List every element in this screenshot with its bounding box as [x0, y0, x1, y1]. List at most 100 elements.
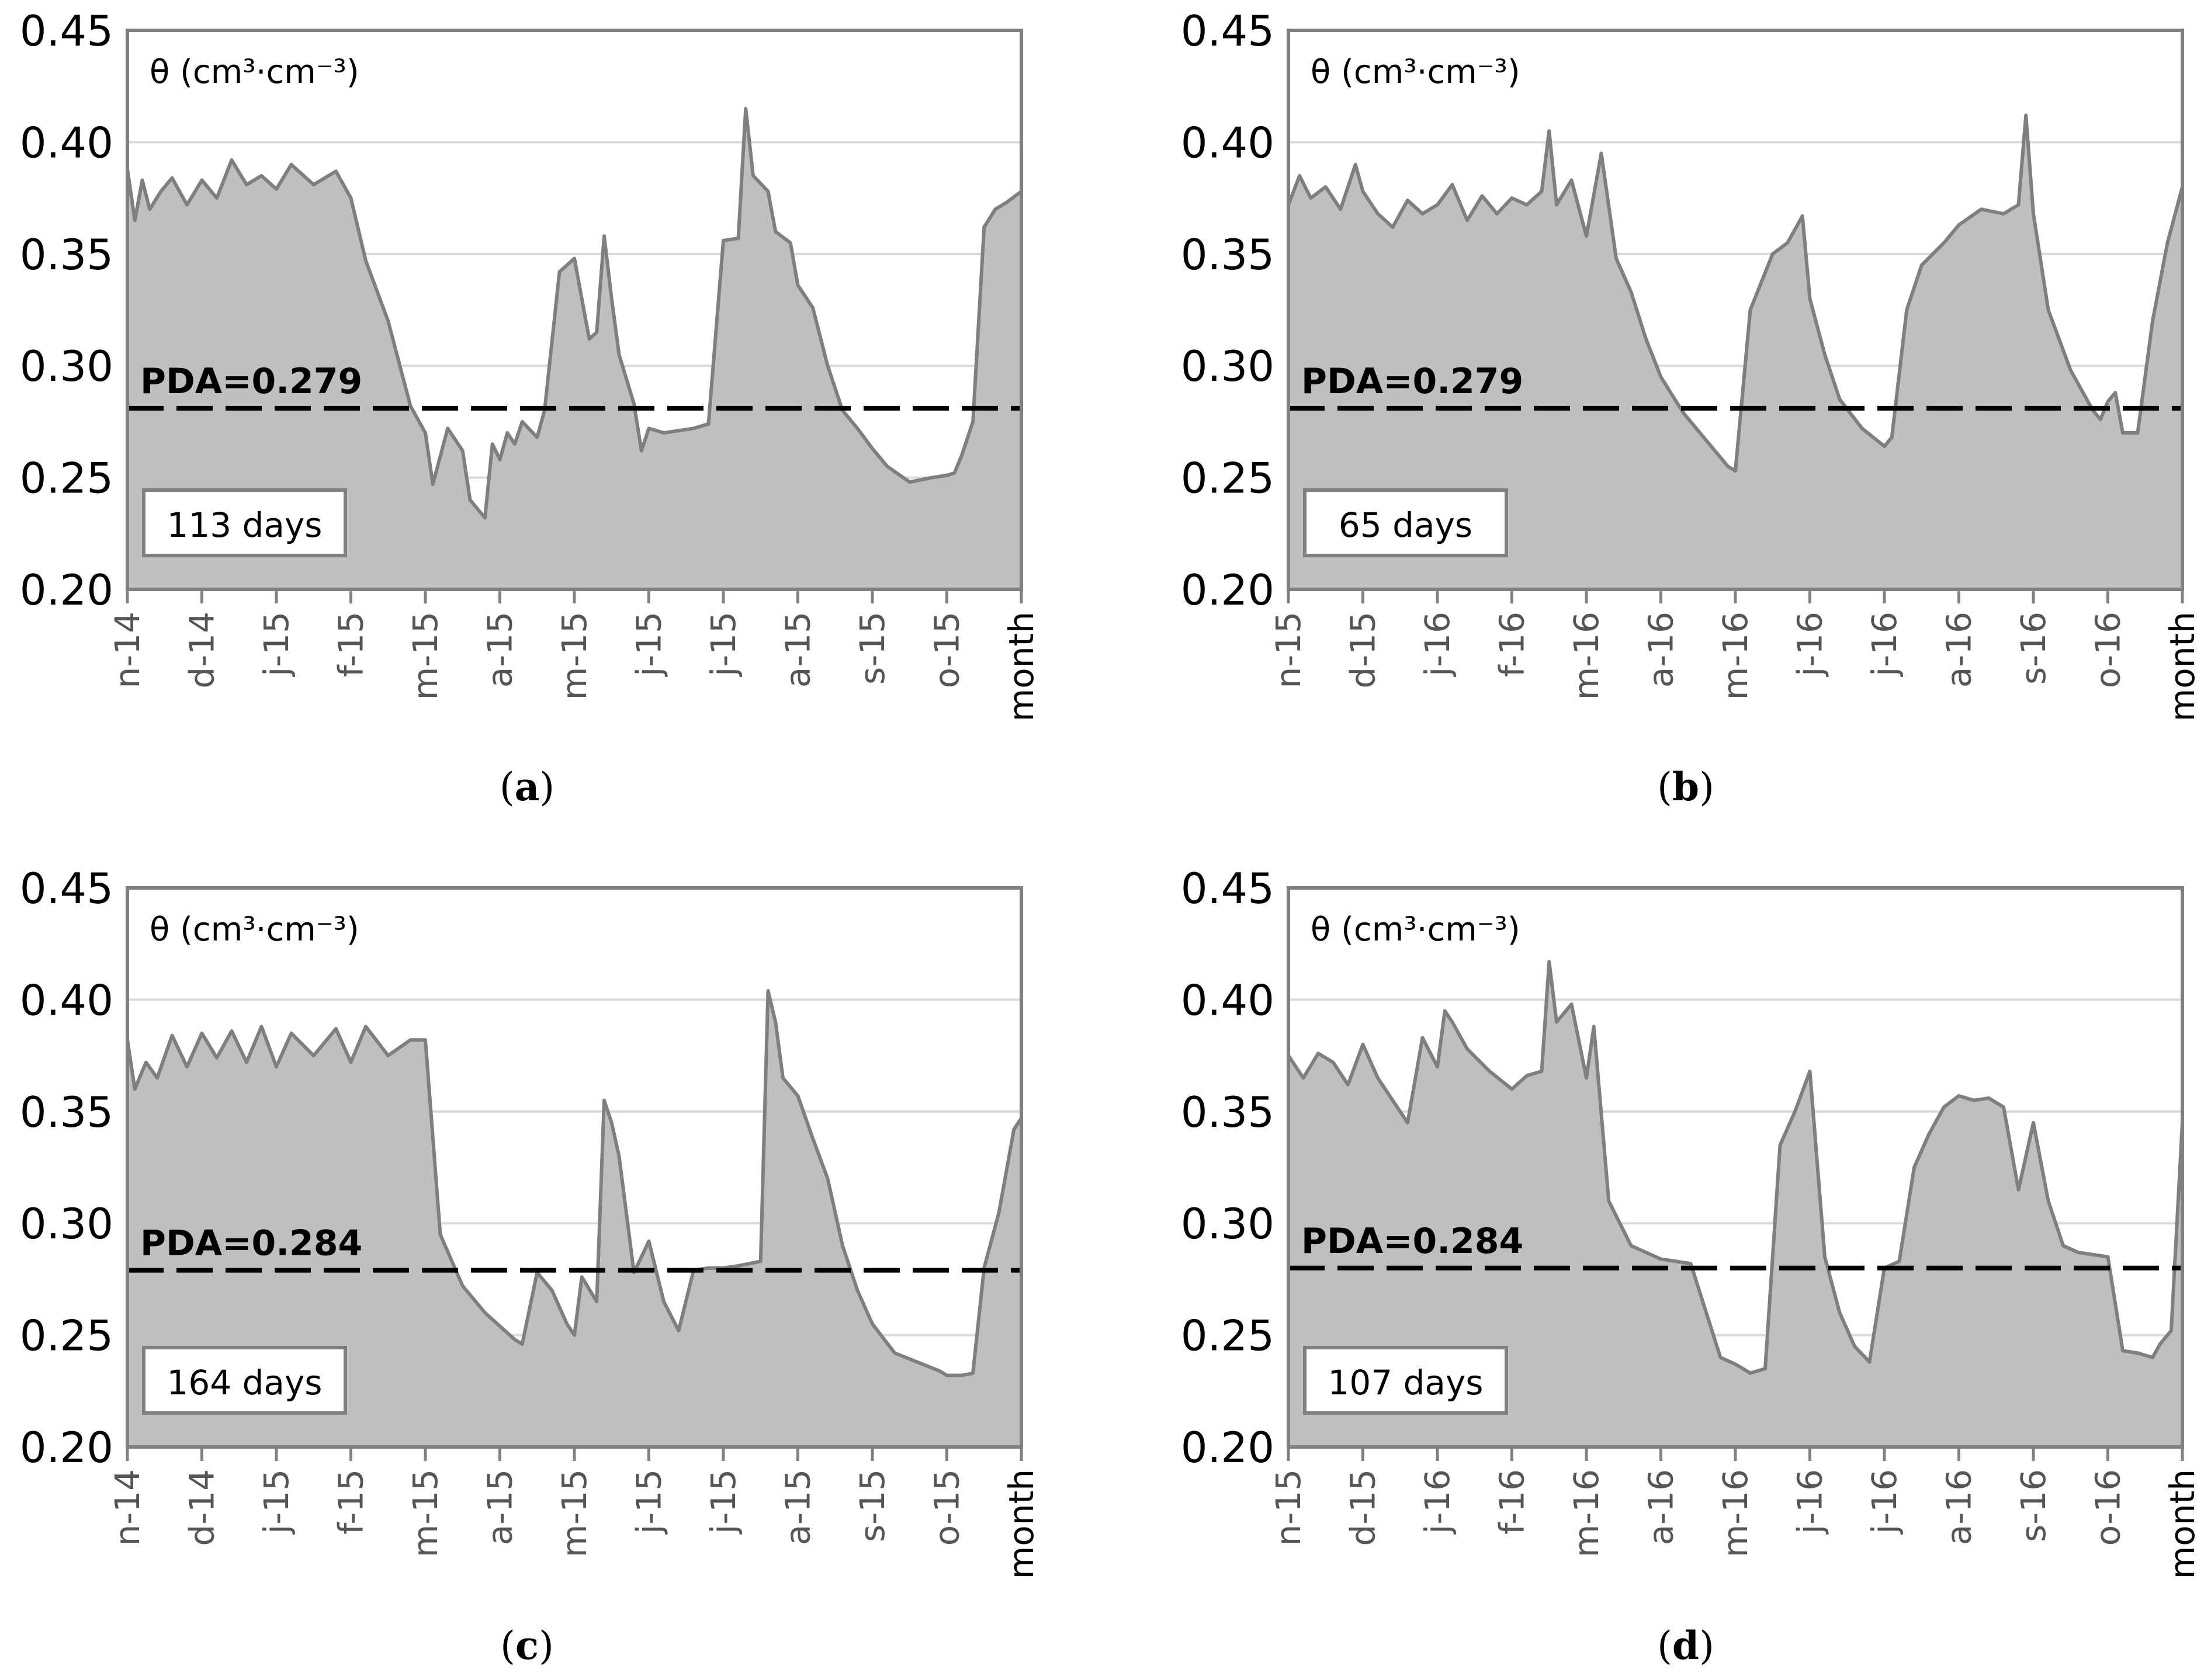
days-box [1303, 1346, 1508, 1415]
x-tick-label: s-15 [852, 1469, 892, 1542]
x-tick-label: j-16 [1790, 1469, 1830, 1535]
y-tick-label: 0.45 [1181, 6, 1274, 55]
x-tick-label: j-15 [629, 612, 669, 678]
x-tick-label: m-16 [1567, 1469, 1606, 1557]
y-tick-label: 0.25 [20, 454, 113, 503]
x-tick-label: f-16 [1492, 1469, 1532, 1535]
y-tick-label: 0.25 [1181, 1311, 1274, 1360]
x-tick-label: a-15 [778, 612, 818, 688]
x-tick-label: d-14 [182, 1469, 222, 1546]
y-tick-label: 0.40 [20, 976, 113, 1025]
days-box [142, 1346, 347, 1415]
x-tick-label: f-15 [331, 1469, 371, 1535]
x-tick-label: j-16 [1865, 612, 1904, 678]
y-tick-label: 0.35 [1181, 230, 1274, 279]
x-tick-label: m-15 [555, 1469, 594, 1557]
soil-moisture-area [1288, 962, 2182, 1447]
y-axis-label: θ (cm³·cm⁻³) [1311, 53, 1520, 91]
x-tick-label: a-16 [1939, 612, 1979, 688]
y-tick-label: 0.20 [1181, 1423, 1274, 1472]
soil-moisture-line [1287, 113, 2184, 473]
y-tick-label: 0.20 [20, 1423, 113, 1472]
y-axis-label: θ (cm³·cm⁻³) [1311, 911, 1520, 949]
y-axis-label: θ (cm³·cm⁻³) [150, 53, 359, 91]
panel-d: PDA=0.284 θ (cm³·cm⁻³) 107 days 0.20 0.25 0.3… [1181, 864, 2202, 1668]
x-tick-label: m-16 [1716, 612, 1755, 700]
panel-c: PDA=0.284 θ (cm³·cm⁻³) 164 days 0.20 0.25 0.3… [20, 864, 1041, 1668]
pda-label: PDA=0.279 [1301, 361, 1523, 402]
x-tick-label: o-15 [927, 1469, 967, 1546]
x-tick-label: j-16 [1418, 612, 1457, 678]
x-tick-label: d-14 [182, 612, 222, 689]
panel-caption: (d) [1657, 1623, 1714, 1668]
pda-label: PDA=0.284 [140, 1223, 362, 1264]
panel-b: PDA=0.279 θ (cm³·cm⁻³) 65 days 0.20 0.25 0.30… [1181, 6, 2202, 810]
x-tick-label: a-16 [1939, 1469, 1979, 1545]
panel-a: PDA=0.279 θ (cm³·cm⁻³) 113 days 0.20 0.25 0.3… [20, 6, 1041, 810]
soil-moisture-line [126, 106, 1023, 520]
x-tick-label: f-15 [331, 612, 371, 677]
x-axis-label: month [1001, 1469, 1041, 1579]
days-label: 113 days [167, 505, 322, 545]
x-tick-label: m-15 [406, 612, 445, 700]
days-label: 164 days [167, 1363, 322, 1403]
days-box [1303, 488, 1508, 557]
x-tick-label: d-15 [1343, 612, 1383, 689]
panel-caption: (c) [500, 1623, 554, 1668]
y-tick-label: 0.45 [20, 6, 113, 55]
x-tick-label: j-15 [704, 1469, 743, 1535]
y-tick-label: 0.30 [20, 342, 113, 391]
y-tick-label: 0.35 [20, 1088, 113, 1137]
x-tick-label: j-16 [1865, 1469, 1904, 1535]
x-tick-label: a-15 [480, 612, 520, 688]
x-tick-label: s-16 [2014, 1469, 2053, 1542]
x-tick-label: n-14 [108, 612, 147, 689]
x-tick-label: o-16 [2088, 1469, 2128, 1546]
soil-moisture-area [127, 991, 1021, 1447]
x-axis-label: month [2163, 1469, 2202, 1579]
soil-moisture-line [1287, 960, 2184, 1375]
x-tick-label: d-15 [1343, 1469, 1383, 1546]
pda-label: PDA=0.284 [1301, 1221, 1523, 1262]
x-tick-label: s-15 [852, 612, 892, 685]
x-tick-label: j-15 [257, 1469, 296, 1535]
y-tick-label: 0.20 [1181, 565, 1274, 615]
soil-moisture-area [1288, 115, 2182, 590]
y-tick-label: 0.30 [1181, 342, 1274, 391]
panel-caption: (a) [500, 764, 555, 810]
x-tick-label: m-15 [406, 1469, 445, 1557]
x-tick-label: o-15 [927, 612, 967, 688]
y-tick-label: 0.30 [20, 1199, 113, 1248]
x-tick-label: f-16 [1492, 612, 1532, 677]
y-tick-label: 0.20 [20, 565, 113, 615]
x-tick-label: j-15 [704, 612, 743, 678]
x-tick-label: n-15 [1269, 612, 1308, 689]
y-tick-label: 0.45 [20, 864, 113, 913]
x-tick-label: a-16 [1641, 1469, 1681, 1545]
x-tick-label: m-16 [1567, 612, 1606, 700]
x-tick-label: j-16 [1418, 1469, 1457, 1535]
x-tick-label: j-15 [629, 1469, 669, 1535]
y-tick-label: 0.40 [1181, 118, 1274, 167]
days-box [142, 488, 347, 557]
x-tick-label: j-15 [257, 612, 296, 678]
days-label: 107 days [1328, 1363, 1483, 1403]
y-tick-label: 0.40 [1181, 976, 1274, 1025]
x-tick-label: n-14 [108, 1469, 147, 1546]
y-tick-label: 0.25 [20, 1311, 113, 1360]
x-tick-label: n-15 [1269, 1469, 1308, 1546]
x-tick-label: a-15 [778, 1469, 818, 1545]
days-label: 65 days [1339, 505, 1472, 545]
y-tick-label: 0.45 [1181, 864, 1274, 913]
x-tick-label: a-16 [1641, 612, 1681, 688]
y-tick-label: 0.40 [20, 118, 113, 167]
x-tick-label: o-16 [2088, 612, 2128, 688]
y-tick-label: 0.30 [1181, 1199, 1274, 1248]
panel-caption: (b) [1657, 764, 1714, 810]
x-tick-label: m-16 [1716, 1469, 1755, 1557]
x-tick-label: j-16 [1790, 612, 1830, 678]
y-tick-label: 0.25 [1181, 454, 1274, 503]
x-tick-label: m-15 [555, 612, 594, 700]
x-axis-label: month [2163, 612, 2202, 721]
